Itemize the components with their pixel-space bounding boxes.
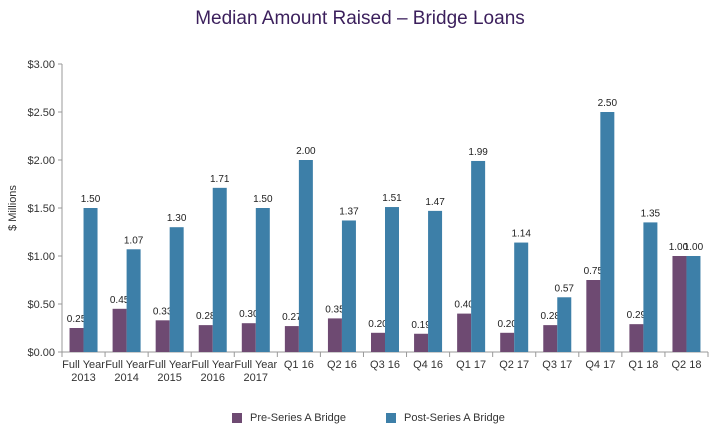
data-label-pre-series-a: 0.45 bbox=[110, 295, 130, 306]
data-label-post-series-a: 1.71 bbox=[210, 174, 230, 185]
x-tick-label: Full Year bbox=[105, 359, 148, 371]
data-label-pre-series-a: 0.75 bbox=[584, 266, 604, 277]
x-tick-label: 2013 bbox=[71, 372, 95, 384]
data-label-pre-series-a: 0.20 bbox=[368, 319, 388, 330]
data-label-post-series-a: 1.00 bbox=[684, 242, 704, 253]
data-label-post-series-a: 2.00 bbox=[296, 146, 316, 157]
x-tick-label: 2014 bbox=[114, 372, 138, 384]
bar-pre-series-a bbox=[198, 325, 213, 352]
y-tick-label: $1.50 bbox=[27, 203, 55, 215]
data-label-post-series-a: 1.37 bbox=[339, 206, 359, 217]
x-tick-label: 2017 bbox=[244, 372, 268, 384]
y-axis-title: $ Millions bbox=[7, 185, 19, 231]
bar-pre-series-a bbox=[327, 318, 342, 352]
data-label-post-series-a: 1.99 bbox=[468, 147, 488, 158]
y-tick-label: $1.00 bbox=[27, 251, 55, 263]
x-tick-label: Full Year bbox=[62, 359, 105, 371]
data-label-pre-series-a: 0.40 bbox=[454, 300, 474, 311]
bar-post-series-a bbox=[385, 207, 399, 352]
legend-label-post-series-a: Post-Series A Bridge bbox=[404, 412, 505, 424]
bar-pre-series-a bbox=[586, 280, 601, 352]
x-tick-label: Q1 16 bbox=[284, 359, 314, 371]
data-label-post-series-a: 1.30 bbox=[167, 213, 187, 224]
bar-pre-series-a bbox=[155, 320, 170, 352]
legend: Pre-Series A Bridge Post-Series A Bridge bbox=[0, 412, 720, 432]
bar-post-series-a bbox=[686, 256, 701, 352]
bar-post-series-a bbox=[298, 160, 313, 352]
bar-pre-series-a bbox=[543, 325, 558, 352]
data-label-post-series-a: 2.50 bbox=[598, 98, 618, 109]
y-tick-label: $0.50 bbox=[27, 299, 55, 311]
legend-item-post-series-a: Post-Series A Bridge bbox=[386, 412, 505, 424]
bar-pre-series-a bbox=[241, 323, 256, 352]
data-label-pre-series-a: 0.33 bbox=[153, 306, 173, 317]
bar-post-series-a bbox=[255, 208, 270, 352]
x-tick-label: Q4 17 bbox=[585, 359, 615, 371]
x-tick-label: Q4 16 bbox=[413, 359, 443, 371]
data-label-pre-series-a: 0.29 bbox=[627, 310, 647, 321]
data-label-pre-series-a: 0.28 bbox=[196, 311, 216, 322]
bar-post-series-a bbox=[83, 208, 98, 352]
y-tick-label: $2.00 bbox=[27, 155, 55, 167]
y-tick-label: $2.50 bbox=[27, 107, 55, 119]
data-label-pre-series-a: 0.30 bbox=[239, 309, 259, 320]
x-tick-label: Q2 17 bbox=[499, 359, 529, 371]
bar-post-series-a bbox=[126, 249, 141, 352]
data-label-post-series-a: 1.47 bbox=[425, 197, 445, 208]
chart-title: Median Amount Raised – Bridge Loans bbox=[195, 8, 525, 29]
x-tick-label: 2015 bbox=[157, 372, 181, 384]
data-label-pre-series-a: 1.00 bbox=[669, 242, 689, 253]
bar-post-series-a bbox=[169, 227, 184, 352]
bar-pre-series-a bbox=[284, 326, 299, 352]
data-label-post-series-a: 1.51 bbox=[382, 193, 402, 204]
bar-post-series-a bbox=[514, 242, 529, 352]
legend-label-pre-series-a: Pre-Series A Bridge bbox=[250, 412, 346, 424]
bar-pre-series-a bbox=[414, 333, 429, 352]
x-tick-label: Q1 18 bbox=[628, 359, 658, 371]
x-tick-label: Full Year bbox=[148, 359, 191, 371]
bar-pre-series-a bbox=[629, 324, 644, 352]
bar-post-series-a bbox=[557, 297, 572, 352]
bar-pre-series-a bbox=[672, 256, 687, 352]
x-tick-label: Q2 18 bbox=[671, 359, 701, 371]
data-label-pre-series-a: 0.35 bbox=[325, 304, 345, 315]
legend-swatch-post-series-a bbox=[386, 413, 396, 423]
data-label-pre-series-a: 0.19 bbox=[411, 320, 431, 331]
y-tick-label: $3.00 bbox=[27, 59, 55, 71]
x-tick-label: Full Year bbox=[234, 359, 277, 371]
data-label-pre-series-a: 0.27 bbox=[282, 312, 302, 323]
x-tick-label: Q3 17 bbox=[542, 359, 572, 371]
y-tick-label: $0.00 bbox=[27, 347, 55, 359]
data-label-post-series-a: 1.35 bbox=[641, 208, 661, 219]
x-tick-label: 2016 bbox=[200, 372, 224, 384]
data-label-post-series-a: 1.50 bbox=[253, 194, 273, 205]
x-tick-label: Q1 17 bbox=[456, 359, 486, 371]
data-label-pre-series-a: 0.25 bbox=[67, 314, 87, 325]
x-tick-label: Full Year bbox=[191, 359, 234, 371]
bar-pre-series-a bbox=[371, 332, 385, 352]
bar-post-series-a bbox=[600, 112, 615, 352]
data-label-post-series-a: 1.14 bbox=[511, 229, 531, 240]
data-label-post-series-a: 1.50 bbox=[81, 194, 101, 205]
data-label-post-series-a: 0.57 bbox=[555, 283, 575, 294]
data-label-pre-series-a: 0.20 bbox=[497, 319, 517, 330]
legend-item-pre-series-a: Pre-Series A Bridge bbox=[232, 412, 346, 424]
bar-post-series-a bbox=[428, 210, 443, 352]
bar-pre-series-a bbox=[500, 332, 515, 352]
x-tick-label: Q3 16 bbox=[370, 359, 400, 371]
x-tick-label: Q2 16 bbox=[327, 359, 357, 371]
bar-post-series-a bbox=[471, 160, 486, 352]
bar-post-series-a bbox=[212, 187, 227, 352]
bar-pre-series-a bbox=[457, 313, 472, 352]
bar-pre-series-a bbox=[69, 328, 84, 352]
data-label-pre-series-a: 0.28 bbox=[541, 311, 561, 322]
data-label-post-series-a: 1.07 bbox=[124, 235, 144, 246]
bar-pre-series-a bbox=[112, 308, 127, 352]
legend-swatch-pre-series-a bbox=[232, 413, 242, 423]
bar-post-series-a bbox=[643, 222, 658, 352]
bar-post-series-a bbox=[341, 220, 356, 352]
